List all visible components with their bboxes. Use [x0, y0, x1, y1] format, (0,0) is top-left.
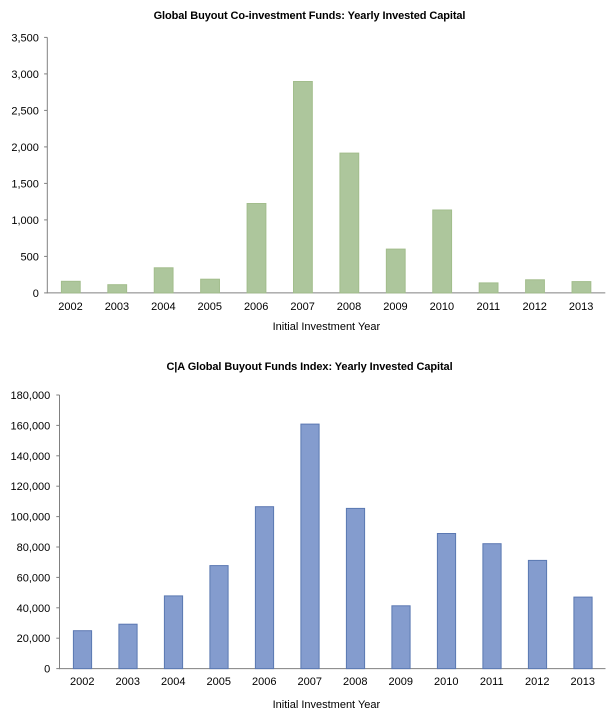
svg-text:2007: 2007 [298, 676, 322, 688]
svg-text:1,500: 1,500 [11, 178, 39, 190]
svg-text:1,000: 1,000 [11, 215, 39, 227]
svg-text:2013: 2013 [569, 301, 593, 313]
svg-text:2003: 2003 [116, 676, 140, 688]
svg-text:Initial Investment Year: Initial Investment Year [273, 321, 381, 333]
svg-text:2011: 2011 [476, 301, 500, 313]
svg-text:500: 500 [21, 251, 39, 263]
svg-text:2006: 2006 [244, 301, 268, 313]
svg-text:Global Buyout Co-investment Fu: Global Buyout Co-investment Funds: Yearl… [154, 10, 466, 22]
svg-text:2013: 2013 [571, 676, 595, 688]
svg-text:2012: 2012 [522, 301, 546, 313]
svg-text:180,000: 180,000 [11, 390, 51, 402]
svg-text:0: 0 [33, 288, 39, 300]
svg-text:40,000: 40,000 [17, 603, 51, 615]
svg-text:C|A Global Buyout Funds Index:: C|A Global Buyout Funds Index: Yearly In… [166, 361, 452, 373]
svg-text:2002: 2002 [70, 676, 94, 688]
svg-text:3,000: 3,000 [11, 69, 39, 81]
svg-text:2009: 2009 [383, 301, 407, 313]
svg-text:3,500: 3,500 [11, 32, 39, 44]
svg-text:2008: 2008 [337, 301, 361, 313]
svg-text:2010: 2010 [430, 301, 454, 313]
svg-text:100,000: 100,000 [11, 512, 51, 524]
svg-text:2012: 2012 [525, 676, 549, 688]
svg-text:160,000: 160,000 [11, 420, 51, 432]
svg-text:140,000: 140,000 [11, 451, 51, 463]
svg-text:20,000: 20,000 [17, 633, 51, 645]
svg-text:2004: 2004 [161, 676, 185, 688]
svg-text:2005: 2005 [207, 676, 231, 688]
svg-text:2002: 2002 [58, 301, 82, 313]
svg-text:2003: 2003 [105, 301, 129, 313]
svg-text:2,000: 2,000 [11, 142, 39, 154]
svg-text:2007: 2007 [290, 301, 314, 313]
svg-text:2011: 2011 [480, 676, 504, 688]
svg-text:2006: 2006 [252, 676, 276, 688]
svg-text:120,000: 120,000 [11, 481, 51, 493]
svg-text:0: 0 [44, 664, 50, 676]
svg-text:2010: 2010 [434, 676, 458, 688]
svg-text:2,500: 2,500 [11, 105, 39, 117]
svg-text:80,000: 80,000 [17, 542, 51, 554]
svg-text:2005: 2005 [198, 301, 222, 313]
svg-text:Initial Investment Year: Initial Investment Year [273, 699, 381, 711]
svg-text:2009: 2009 [389, 676, 413, 688]
svg-text:2008: 2008 [343, 676, 367, 688]
svg-text:60,000: 60,000 [17, 572, 51, 584]
svg-text:2004: 2004 [151, 301, 175, 313]
